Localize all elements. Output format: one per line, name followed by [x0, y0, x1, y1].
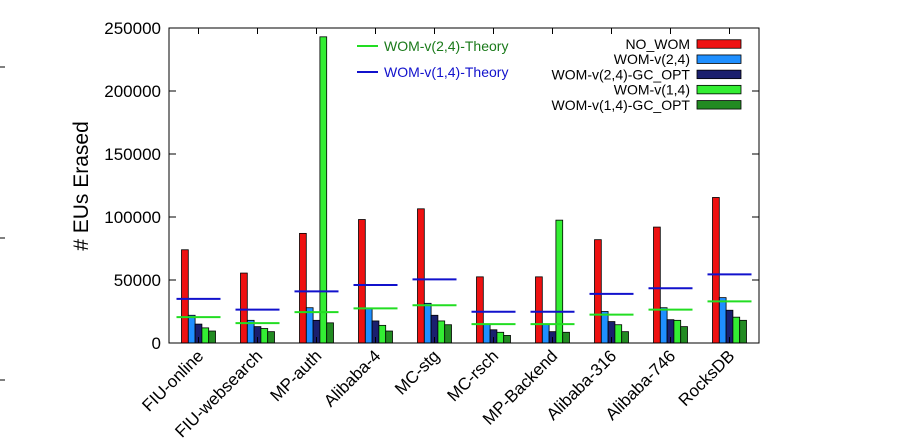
bar — [562, 331, 570, 344]
legend-swatch — [696, 39, 742, 49]
legend-swatch — [696, 54, 742, 64]
legend-label: WOM-v(1,4)-GC_OPT — [552, 97, 691, 113]
bar — [718, 297, 727, 344]
bar — [496, 331, 505, 344]
bar — [423, 302, 432, 344]
bar — [319, 36, 328, 344]
bar — [712, 197, 720, 344]
bar — [240, 272, 248, 344]
bar — [444, 324, 452, 344]
y-tick-label: 100000 — [104, 208, 161, 227]
bar — [417, 208, 425, 344]
bar — [482, 323, 491, 344]
legend-label: WOM-v(2,4)-GC_OPT — [552, 66, 691, 82]
bar — [326, 322, 334, 344]
bar — [739, 319, 747, 344]
theory-lines-group — [176, 273, 752, 326]
bar — [181, 249, 189, 344]
bar — [659, 307, 668, 344]
theory-legend-label: WOM-v(1,4)-Theory — [384, 64, 508, 80]
bar — [600, 311, 609, 344]
bar — [201, 327, 210, 344]
theory-legend-label: WOM-v(2,4)-Theory — [384, 38, 508, 54]
y-tick-label: 0 — [152, 334, 161, 353]
theory-legend: WOM-v(2,4)-Theory WOM-v(1,4)-Theory — [357, 38, 508, 80]
plot-frame — [168, 27, 760, 344]
bar — [385, 330, 393, 344]
bars-group — [181, 36, 747, 344]
legend-swatch — [696, 100, 742, 110]
y-axis-title: # EUs Erased — [70, 121, 93, 251]
bar — [614, 324, 623, 344]
x-tick-label: RocksDB — [675, 346, 739, 410]
y-tick-label: 200000 — [104, 82, 161, 101]
y-tick-label: 150000 — [104, 145, 161, 164]
legend-label: WOM-v(2,4) — [614, 51, 690, 67]
x-tick-label: MP-auth — [266, 346, 325, 405]
legend-swatch — [696, 84, 742, 95]
legend-label: WOM-v(1,4) — [614, 82, 690, 98]
bar — [260, 328, 269, 344]
bar — [208, 330, 216, 344]
x-tick-label: MC-rsch — [443, 346, 502, 405]
bar — [378, 324, 387, 344]
legend-swatch — [696, 69, 742, 80]
bar — [673, 319, 682, 344]
legend: NO_WOMWOM-v(2,4)WOM-v(2,4)-GC_OPTWOM-v(1… — [552, 36, 742, 113]
legend-label: NO_WOM — [625, 36, 690, 52]
bar — [653, 226, 661, 344]
bar — [541, 323, 550, 344]
x-tick-label: MC-stg — [391, 346, 443, 398]
bar — [267, 331, 275, 344]
bar — [594, 239, 602, 344]
bar — [621, 331, 629, 344]
bar — [732, 316, 741, 344]
bar — [187, 314, 196, 344]
x-tick-label: Alibaba-4 — [320, 346, 384, 410]
y-tick-label: 50000 — [114, 271, 161, 290]
bar — [503, 335, 511, 344]
bar — [358, 219, 366, 344]
y-tick-label: 250000 — [104, 19, 161, 38]
bar — [680, 326, 688, 344]
bar — [364, 307, 373, 344]
margin-marks — [0, 66, 5, 381]
bar — [535, 276, 543, 344]
bar — [299, 232, 307, 344]
bar — [476, 276, 484, 344]
bar — [437, 320, 446, 344]
